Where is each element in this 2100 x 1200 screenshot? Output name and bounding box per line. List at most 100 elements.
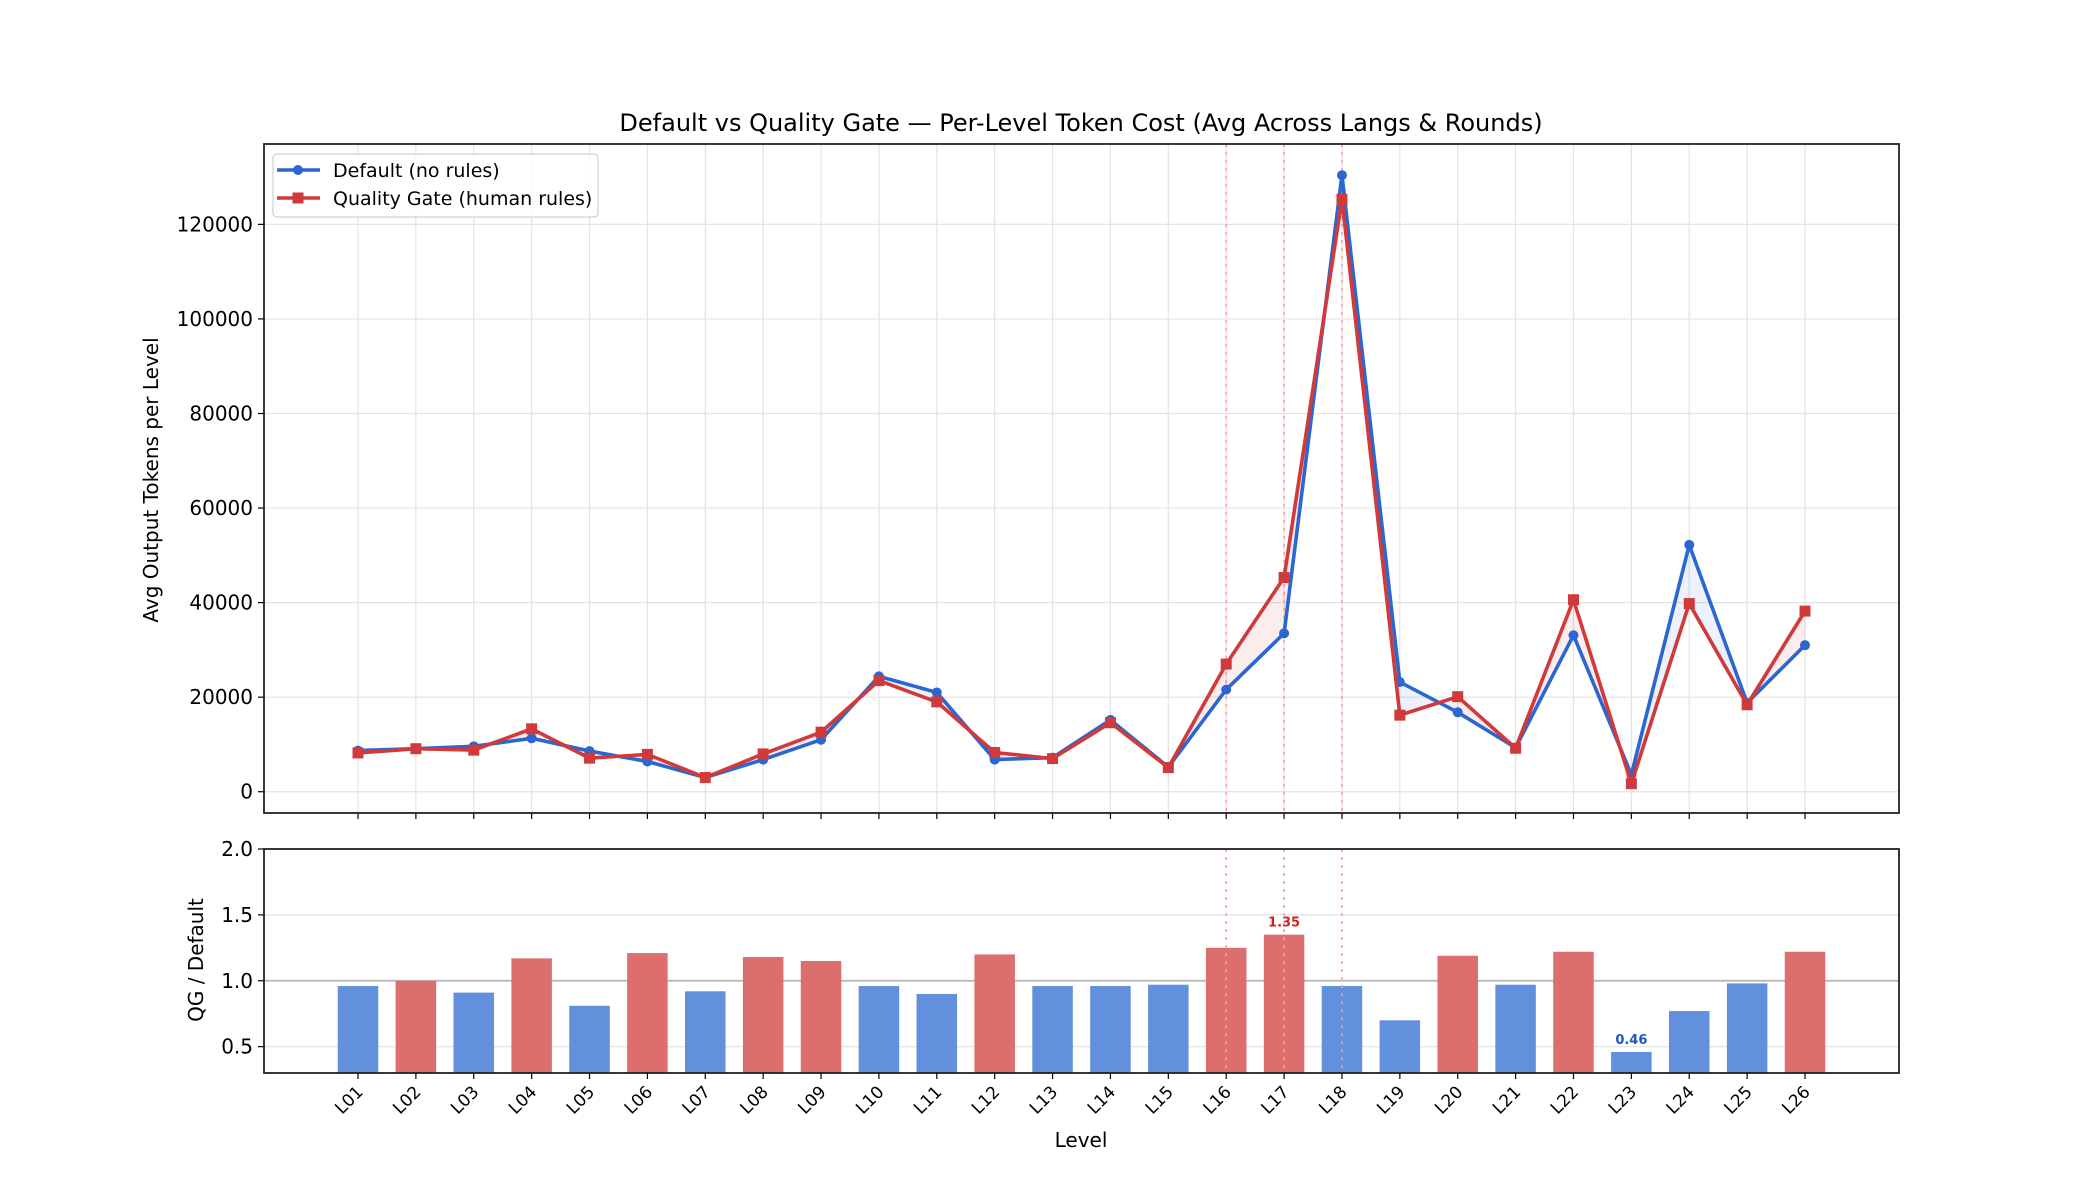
data-point [1047, 753, 1059, 765]
data-point [1567, 594, 1579, 606]
data-point [1279, 628, 1290, 639]
data-point [1104, 717, 1116, 729]
x-tick-label: L23 [1605, 1082, 1641, 1118]
ratio-bar [1148, 984, 1189, 1073]
ratio-bar [742, 957, 784, 1073]
data-point [1452, 707, 1463, 718]
ratio-bar [1437, 955, 1478, 1073]
ratio-bar [627, 953, 668, 1073]
data-point [1220, 658, 1232, 670]
data-point [1568, 630, 1579, 641]
data-point [1278, 572, 1290, 584]
x-tick-label: L15 [1142, 1082, 1178, 1118]
data-point [757, 748, 769, 760]
ratio-bar [511, 958, 552, 1073]
ratio-bar [1553, 951, 1594, 1073]
bar-annotation: 0.46 [1615, 1033, 1647, 1048]
data-point [1741, 699, 1753, 711]
x-tick-label: L18 [1315, 1082, 1351, 1118]
ratio-bar [1495, 984, 1536, 1073]
legend-marker [292, 192, 304, 204]
data-point [584, 752, 596, 764]
data-point [1336, 193, 1348, 205]
legend-marker [293, 165, 303, 175]
data-point [468, 744, 480, 756]
top-y-axis-label: Avg Output Tokens per Level [139, 337, 163, 622]
x-tick-label: L16 [1200, 1082, 1236, 1118]
ratio-bar [685, 991, 726, 1073]
y-tick-label: 0 [240, 780, 253, 804]
ratio-bar [1090, 986, 1131, 1073]
ratio-bar [1379, 1020, 1421, 1073]
ratio-bar [1611, 1051, 1652, 1073]
y-tick-label: 1.0 [221, 969, 253, 993]
ratio-bar [337, 986, 379, 1073]
y-tick-label: 40000 [189, 591, 253, 615]
data-point [931, 687, 942, 698]
legend-label: Quality Gate (human rules) [333, 188, 592, 210]
y-tick-label: 0.5 [221, 1035, 253, 1059]
x-tick-label: L17 [1257, 1082, 1293, 1118]
data-point [1336, 170, 1347, 181]
series-line [357, 173, 1807, 780]
legend-label: Default (no rules) [333, 160, 500, 182]
ratio-bar [1784, 951, 1826, 1073]
data-point [1625, 778, 1637, 790]
data-point [1221, 684, 1232, 695]
y-tick-label: 120000 [177, 212, 253, 236]
legend: Default (no rules) Quality Gate (human ru… [272, 153, 599, 218]
data-point [1683, 598, 1695, 610]
bottom-plot-frame [263, 848, 1900, 1074]
ratio-bar [974, 954, 1015, 1073]
data-point [1510, 742, 1522, 754]
data-point [815, 726, 827, 738]
ratio-bar [916, 993, 958, 1073]
bar-annotation: 1.35 [1268, 916, 1300, 931]
data-point [641, 748, 653, 760]
chart-title: Default vs Quality Gate — Per-Level Toke… [619, 109, 1542, 137]
x-tick-label: L08 [737, 1082, 773, 1118]
y-tick-label: 20000 [189, 685, 253, 709]
bottom-y-axis-label: QG / Default [184, 898, 208, 1022]
x-tick-label: L24 [1663, 1082, 1699, 1118]
x-tick-label: L13 [1026, 1082, 1062, 1118]
data-point [410, 743, 422, 755]
y-tick-label: 100000 [177, 307, 253, 331]
x-tick-label: L09 [794, 1082, 830, 1118]
x-tick-label: L12 [968, 1082, 1004, 1118]
series-line [357, 197, 1807, 786]
ratio-bar [800, 961, 842, 1073]
data-point [1684, 539, 1695, 550]
data-point [526, 733, 537, 744]
x-tick-label: L25 [1721, 1082, 1757, 1118]
data-point [931, 696, 943, 708]
top-plot-frame [263, 143, 1900, 814]
x-tick-label: L04 [505, 1082, 541, 1118]
x-tick-label: L11 [910, 1082, 946, 1118]
y-tick-label: 80000 [189, 401, 253, 425]
x-tick-label: L01 [331, 1082, 367, 1118]
x-tick-label: L22 [1547, 1082, 1583, 1118]
x-axis-label: Level [1055, 1128, 1108, 1152]
y-tick-label: 60000 [189, 496, 253, 520]
ratio-bar [1032, 986, 1073, 1073]
x-tick-label: L06 [621, 1082, 657, 1118]
x-tick-label: L19 [1373, 1082, 1409, 1118]
x-tick-label: L05 [563, 1082, 599, 1118]
legend-box [272, 153, 599, 218]
data-point [526, 723, 538, 735]
data-point [699, 772, 711, 784]
data-point [1800, 640, 1810, 651]
x-tick-label: L02 [389, 1082, 425, 1118]
x-tick-label: L07 [679, 1082, 715, 1118]
ratio-bar [569, 1005, 610, 1073]
ratio-bar [453, 992, 495, 1073]
ratio-bar [1726, 983, 1768, 1073]
ratio-bar [1668, 1011, 1710, 1073]
data-point [352, 747, 364, 759]
data-point [1162, 762, 1174, 774]
y-tick-label: 1.5 [221, 903, 253, 927]
x-tick-label: L14 [1084, 1082, 1120, 1118]
fill-between [1226, 577, 1285, 690]
